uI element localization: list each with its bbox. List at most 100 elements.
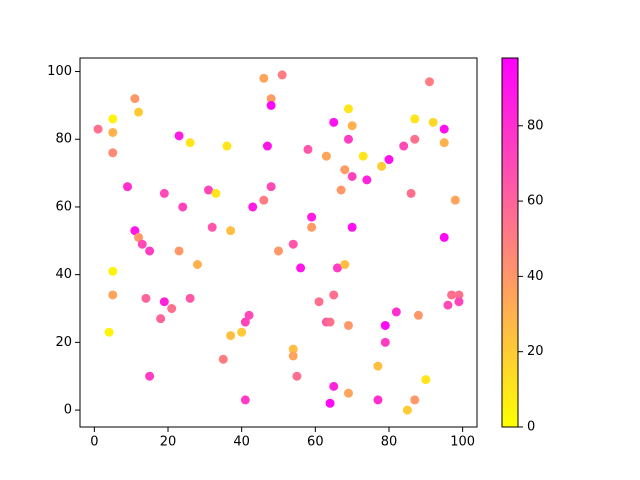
point [340,165,350,175]
point [192,260,202,270]
point [211,188,221,198]
point [443,300,453,310]
point [108,290,118,300]
y-tick-label: 0 [64,403,72,418]
point [424,77,434,87]
point [329,290,339,300]
point [377,161,387,171]
point [292,371,302,381]
point [108,114,118,124]
point [391,307,401,317]
point [347,222,357,232]
point [410,114,420,124]
point [207,222,217,232]
point [373,361,383,371]
point [406,188,416,198]
point [336,185,346,195]
point [130,94,140,104]
point [226,226,236,236]
point [447,290,457,300]
point [185,293,195,303]
colorbar [501,57,519,428]
x-tick-label: 100 [450,435,475,450]
point [343,134,353,144]
point [428,117,438,127]
point [296,263,306,273]
y-tick-label: 100 [47,64,72,79]
point [325,317,335,327]
colorbar-tick-label: 0 [527,420,535,435]
point [402,405,412,415]
point [226,331,236,341]
point [178,202,188,212]
point [373,395,383,405]
point [145,246,155,256]
point [237,327,247,337]
point [325,398,335,408]
point [347,121,357,131]
point [358,151,368,161]
colorbar-tick-label: 80 [527,118,544,133]
point [104,327,114,337]
point [413,310,423,320]
x-tick-label: 0 [90,435,98,450]
point [303,144,313,154]
point [159,297,169,307]
point [343,388,353,398]
point [266,94,276,104]
point [262,141,272,151]
y-tick-label: 60 [55,199,72,214]
point [259,195,269,205]
point [362,175,372,185]
point [340,260,350,270]
colorbar-tick-label: 20 [527,344,544,359]
point [218,354,228,364]
point [277,70,287,80]
point [134,107,144,117]
point [204,185,214,195]
x-tick-label: 40 [233,435,250,450]
point [321,151,331,161]
point [240,317,250,327]
point [93,124,103,134]
point [159,188,169,198]
point [410,395,420,405]
point [307,222,317,232]
point [329,381,339,391]
point [137,239,147,249]
point [450,195,460,205]
point [266,182,276,192]
point [454,290,464,300]
point [384,155,394,165]
point [288,351,298,361]
point [108,266,118,276]
point [454,297,464,307]
point [248,202,258,212]
point [108,148,118,158]
point [380,337,390,347]
point [141,293,151,303]
point [421,375,431,385]
x-tick-label: 80 [381,435,398,450]
y-tick-label: 40 [55,267,72,282]
point [307,212,317,222]
point [439,138,449,148]
point [347,171,357,181]
point [156,314,166,324]
point [185,138,195,148]
point [314,297,324,307]
point [134,232,144,242]
point [288,344,298,354]
point [145,371,155,381]
y-tick-label: 80 [55,132,72,147]
point [244,310,254,320]
point [222,141,232,151]
point [274,246,283,256]
y-tick-label: 20 [55,335,72,350]
point [439,232,449,242]
colorbar-tick-label: 60 [527,194,544,209]
point [174,131,184,141]
point [439,124,449,134]
point [329,117,339,127]
